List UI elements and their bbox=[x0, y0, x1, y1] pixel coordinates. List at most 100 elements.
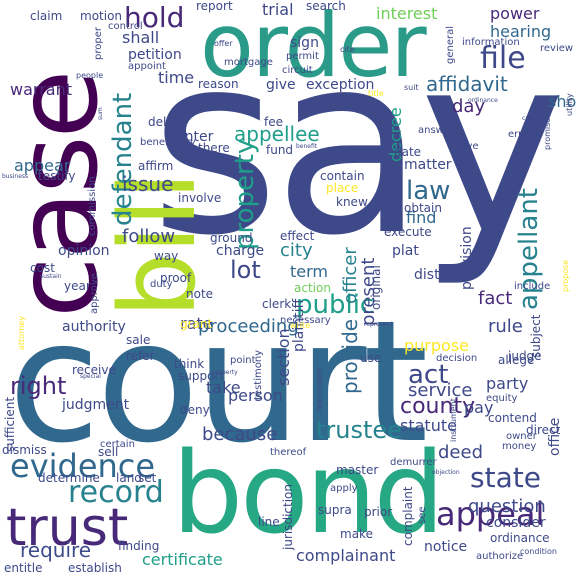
word-hold: hold bbox=[124, 1, 185, 34]
word-review: review bbox=[540, 43, 574, 54]
word-involve: involve bbox=[178, 191, 222, 205]
word-dismiss: dismiss bbox=[2, 443, 47, 457]
word-instrument: instrument bbox=[449, 398, 458, 442]
word-set: set bbox=[138, 471, 157, 485]
word-there: there bbox=[198, 141, 230, 155]
word-issue: issue bbox=[122, 172, 174, 196]
word-notice: notice bbox=[424, 539, 468, 555]
word-defendant: defendant bbox=[108, 92, 138, 226]
word-date: date bbox=[394, 145, 422, 159]
word-charge: charge bbox=[216, 243, 265, 259]
word-affidavit: affidavit bbox=[426, 72, 508, 96]
word-sum: sum bbox=[97, 107, 104, 120]
word-motion: motion bbox=[80, 9, 123, 23]
word-entitle: entitle bbox=[4, 561, 43, 575]
word-master: master bbox=[336, 463, 379, 477]
word-represent: represent bbox=[364, 321, 393, 328]
word-pay: pay bbox=[464, 398, 494, 417]
word-information: information bbox=[462, 37, 520, 48]
word-allege: allege bbox=[498, 353, 535, 367]
word-ordinance: ordinance bbox=[490, 531, 550, 545]
word-property-small: property bbox=[212, 369, 238, 376]
word-fund: fund bbox=[266, 143, 294, 157]
word-include: include bbox=[514, 281, 551, 292]
word-cite: cite bbox=[340, 45, 355, 54]
word-authorize: authorize bbox=[476, 551, 524, 562]
word-take: take bbox=[206, 378, 241, 397]
word-jurisdiction: jurisdiction bbox=[281, 484, 295, 550]
word-commission: commission bbox=[87, 176, 98, 236]
word-see: see bbox=[417, 506, 428, 524]
word-demurrer: demurrer bbox=[390, 457, 437, 468]
word-give: give bbox=[266, 77, 296, 93]
word-plat: plat bbox=[392, 243, 419, 259]
word-judge: judge bbox=[508, 349, 542, 363]
word-trial: trial bbox=[262, 0, 294, 19]
word-ground: ground bbox=[210, 231, 253, 245]
word-certificate: certificate bbox=[142, 550, 223, 569]
word-appellee: appellee bbox=[234, 122, 320, 146]
word-have: have bbox=[454, 141, 479, 152]
word-error: error bbox=[508, 129, 533, 140]
word-establish: establish bbox=[68, 561, 122, 575]
word-shall: shall bbox=[122, 28, 160, 47]
word-title: title bbox=[368, 89, 384, 98]
word-mortgage: mortgage bbox=[224, 57, 273, 68]
word-prior: prior bbox=[364, 505, 393, 519]
word-decision: decision bbox=[436, 353, 478, 364]
word-offer: offer bbox=[214, 39, 233, 48]
word-day: day bbox=[452, 96, 486, 117]
word-apply: apply bbox=[330, 483, 358, 494]
word-person: person bbox=[228, 386, 283, 405]
word-line: line bbox=[258, 515, 280, 529]
word-service: service bbox=[408, 380, 473, 401]
word-receive: receive bbox=[72, 363, 116, 377]
word-question: question bbox=[468, 496, 546, 517]
word-duty: duty bbox=[150, 279, 173, 290]
word-place: place bbox=[326, 181, 359, 195]
word-section: section bbox=[274, 328, 293, 386]
word-knew: knew bbox=[336, 195, 368, 209]
word-sale: sale bbox=[126, 333, 151, 347]
word-cost: cost bbox=[30, 261, 55, 275]
word-petition: petition bbox=[128, 47, 182, 63]
word-law: law bbox=[406, 176, 451, 206]
word-district: district bbox=[414, 267, 463, 283]
word-supra: supra bbox=[318, 503, 352, 517]
word-contain: contain bbox=[320, 169, 365, 183]
word-show: show bbox=[548, 92, 576, 111]
word-execute: execute bbox=[384, 225, 432, 239]
word-land: land bbox=[116, 471, 142, 485]
word-obtain: obtain bbox=[404, 201, 442, 215]
word-evidence: evidence bbox=[10, 447, 156, 485]
word-certain: certain bbox=[100, 439, 135, 450]
word-appear: appear bbox=[14, 156, 71, 175]
word-authority: authority bbox=[62, 319, 126, 335]
word-condition: condition bbox=[520, 547, 557, 556]
word-bond: bond bbox=[172, 429, 445, 559]
word-enter: enter bbox=[176, 129, 214, 145]
word-act: act bbox=[408, 360, 449, 390]
word-file: file bbox=[480, 41, 526, 76]
word-lot: lot bbox=[230, 256, 261, 284]
word-control: control bbox=[108, 21, 143, 32]
word-direct: direct bbox=[526, 423, 561, 437]
word-people: people bbox=[76, 71, 104, 80]
word-approve: approve bbox=[89, 273, 100, 314]
word-trustee: trustee bbox=[316, 416, 402, 444]
word-appoint: appoint bbox=[128, 61, 166, 72]
word-claim: claim bbox=[30, 9, 63, 23]
word-order: order bbox=[200, 0, 427, 97]
word-sign: sign bbox=[290, 35, 319, 51]
word-state: state bbox=[470, 461, 541, 494]
word-circuit: circuit bbox=[282, 65, 313, 76]
word-proof: proof bbox=[160, 271, 192, 285]
word-party: party bbox=[486, 374, 529, 393]
word-benefit: benefit bbox=[296, 143, 318, 150]
word-rule: rule bbox=[488, 316, 523, 337]
word-because: because bbox=[202, 424, 278, 445]
word-make: make bbox=[340, 527, 373, 541]
word-original: original bbox=[369, 265, 383, 310]
word-use: use bbox=[360, 351, 382, 365]
word-right: right bbox=[10, 372, 67, 400]
